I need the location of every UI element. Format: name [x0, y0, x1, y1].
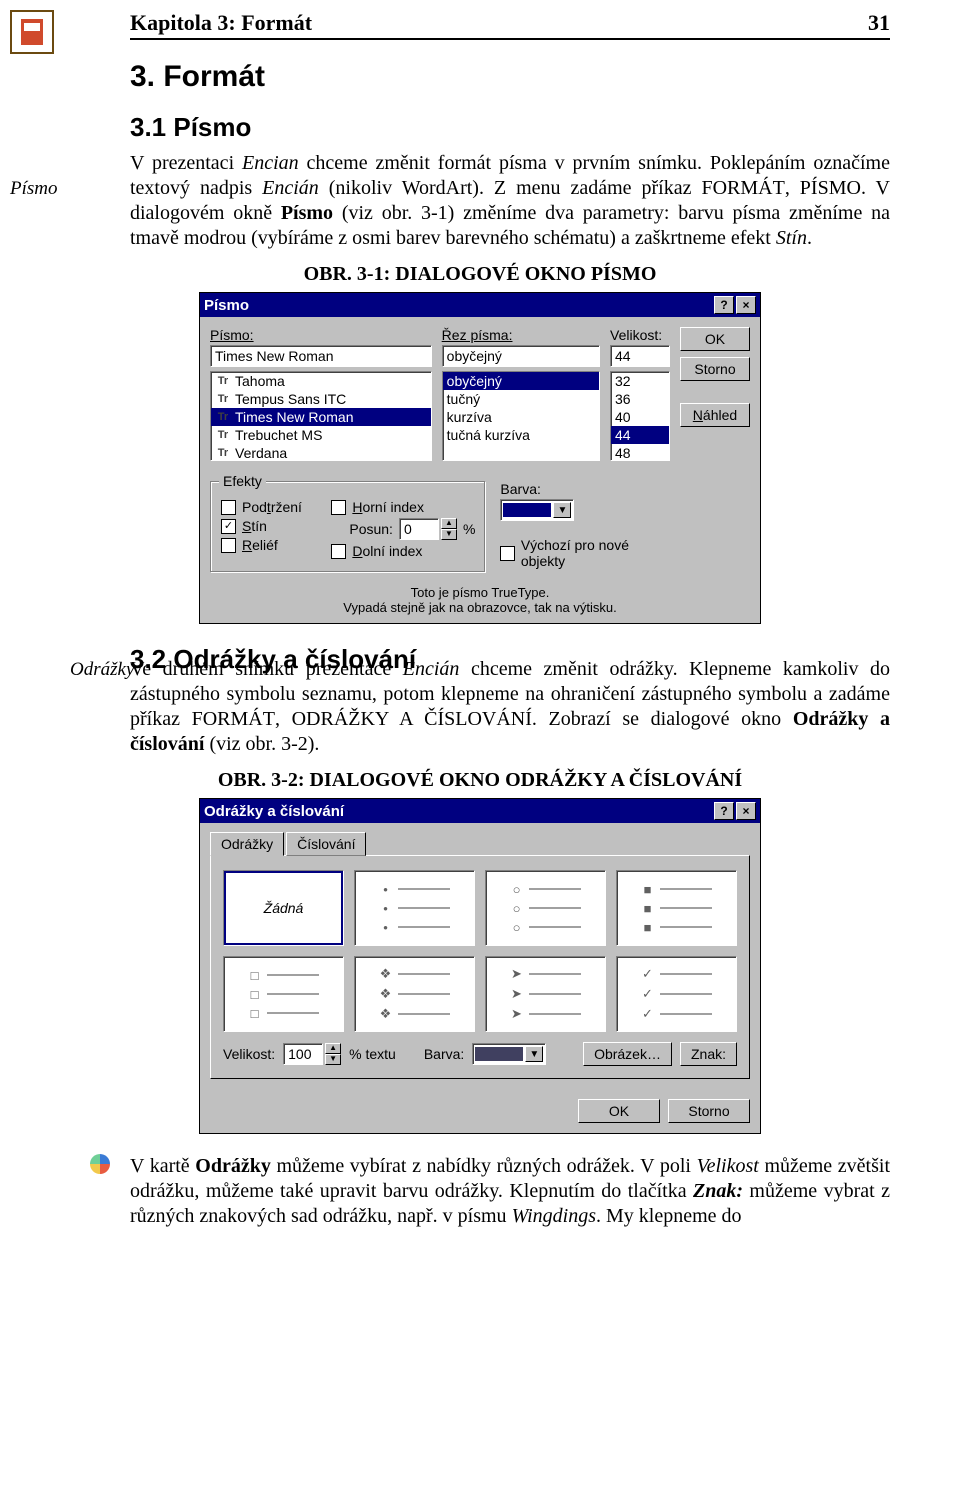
cb-relief[interactable]: Reliéf	[221, 537, 311, 553]
para-trailing: V kartě Odrážky můžeme vybírat z nabídky…	[130, 1154, 890, 1229]
size-list-item[interactable]: 48	[611, 444, 669, 461]
char-button[interactable]: Znak:	[680, 1042, 737, 1066]
image-button[interactable]: Obrázek…	[583, 1042, 672, 1066]
para-odrazky: Ve druhém snímku prezentace Encián chcem…	[130, 657, 890, 757]
size-list-item[interactable]: 44	[611, 426, 669, 444]
font-listbox[interactable]: TrTahomaTrTempus Sans ITCTrTimes New Rom…	[210, 371, 432, 461]
tab-odrazky[interactable]: Odrážky	[210, 832, 284, 856]
close-icon[interactable]: ×	[736, 296, 756, 314]
cb-underline[interactable]: Podtržení	[221, 499, 311, 515]
cancel-button[interactable]: Storno	[680, 357, 750, 381]
lbl-d2-size: Velikost:	[223, 1046, 275, 1062]
bullet-cell[interactable]: ❖❖❖	[354, 956, 475, 1032]
style-list-item[interactable]: tučná kurzíva	[443, 426, 599, 444]
bullet-cell[interactable]: ➤➤➤	[485, 956, 606, 1032]
page-number: 31	[868, 10, 890, 36]
font-list-item[interactable]: TrTimes New Roman	[211, 408, 431, 426]
lbl-d2-color: Barva:	[424, 1046, 464, 1062]
titlebar-pismo: Písmo ? ×	[200, 293, 760, 317]
style-list-item[interactable]: obyčejný	[443, 372, 599, 390]
chapter-title: Kapitola 3: Formát	[130, 10, 312, 36]
bullet-cell[interactable]: ■■■	[616, 870, 737, 946]
style-input[interactable]: obyčejný	[442, 345, 600, 367]
d2-size-stepper[interactable]: 100 ▲▼	[283, 1043, 341, 1065]
page-header: Kapitola 3: Formát 31	[130, 10, 890, 40]
size-list-item[interactable]: 36	[611, 390, 669, 408]
ok-button[interactable]: OK	[680, 327, 750, 351]
dialog-pismo: Písmo ? × Písmo: Times New Roman Řez pís…	[199, 292, 761, 624]
titlebar2-text: Odrážky a číslování	[204, 803, 344, 820]
style-listbox[interactable]: obyčejnýtučnýkurzívatučná kurzíva	[442, 371, 600, 461]
font-list-item[interactable]: TrVerdana	[211, 444, 431, 461]
bullet-cell[interactable]: ○○○	[485, 870, 606, 946]
d2-ok-button[interactable]: OK	[578, 1099, 660, 1123]
style-list-item[interactable]: kurzíva	[443, 408, 599, 426]
size-list-item[interactable]: 40	[611, 408, 669, 426]
margin-note-pismo: Písmo	[10, 178, 100, 200]
shift-stepper[interactable]: 0 ▲▼	[399, 518, 457, 540]
cb-shadow[interactable]: ✓Stín	[221, 518, 311, 534]
color-picker[interactable]: ▼	[500, 499, 574, 521]
fig2-caption: OBR. 3-2: DIALOGOVÉ OKNO ODRÁŽKY A ČÍSLO…	[70, 769, 890, 792]
lbl-color: Barva:	[500, 481, 670, 497]
titlebar-text: Písmo	[204, 297, 249, 314]
lbl-font: Písmo:	[210, 327, 432, 343]
group-effects-legend: Efekty	[219, 473, 266, 489]
close-icon[interactable]: ×	[736, 802, 756, 820]
h2-pismo: 3.1 Písmo	[130, 112, 890, 143]
cb-default-new[interactable]: Výchozí pro nové objekty	[500, 537, 670, 569]
dialog-odrazky: Odrážky a číslování ? × Odrážky Číslován…	[199, 798, 761, 1134]
para-pismo: V prezentaci Encian chceme změnit formát…	[130, 151, 890, 251]
bullet-cell[interactable]: □□□	[223, 956, 344, 1032]
bullet-cell-none[interactable]: Žádná	[223, 870, 344, 946]
d2-color-picker[interactable]: ▼	[472, 1043, 546, 1065]
titlebar-odrazky: Odrážky a číslování ? ×	[200, 799, 760, 823]
size-listbox[interactable]: 3236404448	[610, 371, 670, 461]
shift-row: Posun: 0 ▲▼ %	[349, 518, 475, 540]
cb-subscript[interactable]: Dolní index	[331, 543, 475, 559]
cb-superscript[interactable]: Horní index	[331, 499, 475, 515]
h1-format: 3. Formát	[130, 60, 890, 94]
size-list-item[interactable]: 32	[611, 372, 669, 390]
font-list-item[interactable]: TrTempus Sans ITC	[211, 390, 431, 408]
font-list-item[interactable]: TrTrebuchet MS	[211, 426, 431, 444]
lbl-size: Velikost:	[610, 327, 670, 343]
bullet-cell[interactable]: ✓✓✓	[616, 956, 737, 1032]
font-list-item[interactable]: TrTahoma	[211, 372, 431, 390]
tab-cislovani[interactable]: Číslování	[286, 832, 366, 856]
margin-note-odrazky: Odrážky	[70, 659, 160, 681]
help-icon[interactable]: ?	[714, 802, 734, 820]
preview-button[interactable]: Náhled	[680, 403, 750, 427]
dialog-footer-text: Toto je písmo TrueType. Vypadá stejně ja…	[200, 581, 760, 623]
pie-icon	[90, 1154, 110, 1174]
lbl-style: Řez písma:	[442, 327, 600, 343]
font-input[interactable]: Times New Roman	[210, 345, 432, 367]
d2-cancel-button[interactable]: Storno	[668, 1099, 750, 1123]
size-input[interactable]: 44	[610, 345, 670, 367]
fig1-caption: OBR. 3-1: DIALOGOVÉ OKNO PÍSMO	[70, 263, 890, 286]
bullet-cell[interactable]: •••	[354, 870, 475, 946]
style-list-item[interactable]: tučný	[443, 390, 599, 408]
app-logo	[10, 10, 54, 54]
help-icon[interactable]: ?	[714, 296, 734, 314]
